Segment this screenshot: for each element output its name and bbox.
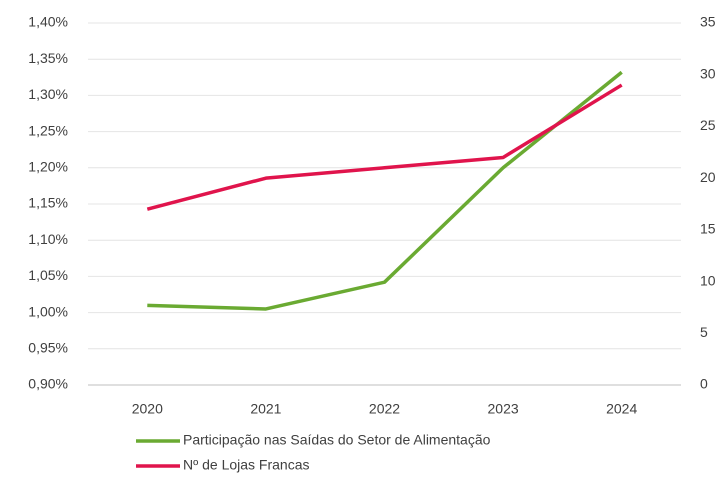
y-tick-label: 1,30%: [28, 86, 68, 102]
y2-tick-label: 15: [700, 221, 716, 237]
y2-tick-label: 5: [700, 324, 708, 340]
x-tick-label: 2023: [488, 401, 519, 417]
y-tick-label: 1,10%: [28, 231, 68, 247]
x-tick-label: 2020: [132, 401, 163, 417]
y-tick-label: 0,95%: [28, 340, 68, 356]
legend-label: Nº de Lojas Francas: [183, 457, 310, 473]
legend-label: Participação nas Saídas do Setor de Alim…: [183, 432, 491, 448]
y-tick-label: 1,05%: [28, 267, 68, 283]
x-tick-label: 2021: [250, 401, 281, 417]
y2-tick-label: 25: [700, 117, 716, 133]
y-tick-label: 1,20%: [28, 159, 68, 175]
series-line: [147, 70, 623, 311]
y2-tick-label: 35: [700, 14, 716, 30]
y2-tick-label: 20: [700, 169, 716, 185]
y2-tick-label: 30: [700, 65, 716, 81]
y-tick-label: 1,25%: [28, 122, 68, 138]
series-line: [146, 83, 623, 211]
y2-tick-label: 10: [700, 272, 716, 288]
y-tick-label: 1,15%: [28, 195, 68, 211]
y2-tick-label: 0: [700, 376, 708, 392]
y-tick-label: 0,90%: [28, 376, 68, 392]
y-tick-label: 1,00%: [28, 303, 68, 319]
y-tick-label: 1,40%: [28, 14, 68, 30]
x-tick-label: 2024: [606, 401, 637, 417]
y-tick-label: 1,35%: [28, 50, 68, 66]
x-tick-label: 2022: [369, 401, 400, 417]
